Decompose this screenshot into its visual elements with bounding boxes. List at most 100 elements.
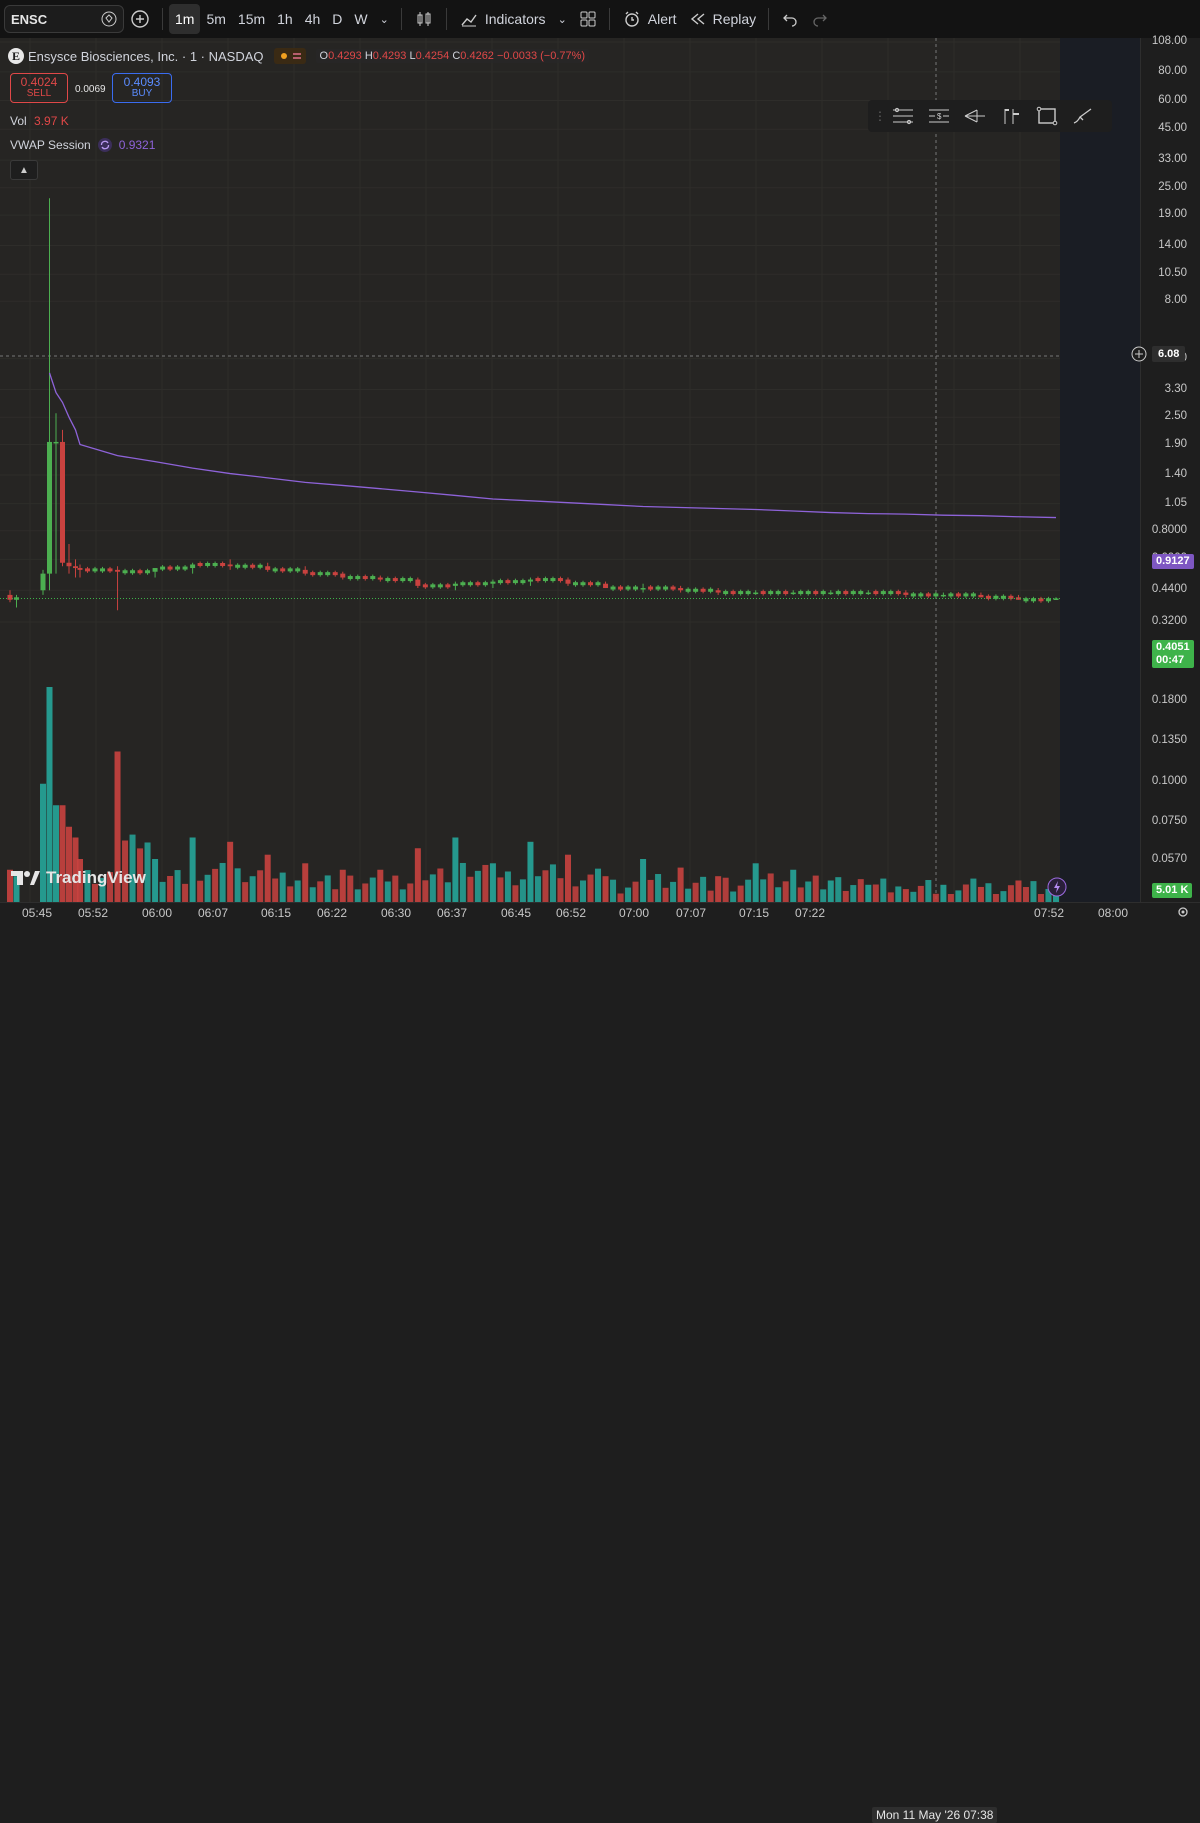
volume-bar: [925, 880, 932, 902]
rectangle-tool[interactable]: [1032, 103, 1062, 129]
volume-bar: [407, 883, 414, 902]
volume-bar: [722, 877, 729, 902]
interval-15m[interactable]: 15m: [237, 11, 266, 27]
sell-button[interactable]: 0.4024 SELL: [10, 73, 68, 103]
tv-logo-icon: [11, 871, 40, 885]
volume-bar: [715, 876, 722, 902]
indicators-button[interactable]: Indicators: [453, 4, 552, 34]
brush-icon: [1073, 108, 1092, 124]
symbol-search[interactable]: ENSC: [4, 5, 124, 33]
candle-body: [66, 562, 72, 567]
volume-legend[interactable]: Vol 3.97 K: [10, 114, 69, 128]
horizontal-line-tool[interactable]: [888, 103, 918, 129]
price-tick-label: 0.1000: [1151, 775, 1187, 788]
brush-tool[interactable]: [1068, 103, 1098, 129]
add-symbol-button[interactable]: [124, 4, 156, 34]
candle-body: [843, 591, 849, 595]
volume-bar: [797, 887, 804, 902]
low-label: L: [409, 50, 416, 62]
volume-bar: [129, 834, 136, 902]
volume-bar: [640, 859, 647, 902]
candle-body: [993, 595, 999, 599]
undo-button[interactable]: [775, 4, 805, 34]
volume-bar: [227, 841, 234, 902]
candle-body: [685, 588, 691, 592]
pitchfork-tool[interactable]: [960, 103, 990, 129]
volume-bar: [1000, 891, 1007, 902]
volume-bar: [467, 876, 474, 902]
settings-gear-icon[interactable]: [1176, 905, 1190, 919]
add-plus-icon[interactable]: [1130, 345, 1148, 363]
time-axis[interactable]: 05:45 05:52 06:00 06:07 06:15 06:22 06:30 06:37…: [0, 902, 1200, 1823]
candle-body: [197, 562, 203, 566]
interval-1m[interactable]: 1m: [169, 4, 201, 34]
volume-bar: [212, 868, 219, 902]
price-tick-label: 108.00: [1151, 35, 1187, 47]
interval-5m[interactable]: 5m: [206, 11, 226, 27]
time-tick-label: 06:37: [437, 906, 468, 920]
volume-bar: [737, 885, 744, 902]
indicators-dropdown[interactable]: ⌄: [552, 4, 573, 34]
buy-button[interactable]: 0.4093 BUY: [112, 73, 172, 103]
plus-circle-icon: [131, 10, 149, 28]
collapse-legend-button[interactable]: ▲: [10, 160, 38, 180]
candle-body: [385, 578, 391, 582]
diamond-icon[interactable]: [101, 11, 117, 27]
candle-body: [130, 570, 136, 574]
last-price: 0.4051: [1156, 641, 1190, 653]
layouts-button[interactable]: [573, 4, 603, 34]
replay-label: Replay: [712, 11, 757, 27]
volume-bar: [309, 887, 316, 902]
candle-body: [47, 441, 52, 574]
vol-label: Vol: [10, 114, 27, 128]
price-tick-label: 0.1350: [1151, 734, 1187, 747]
candle-body: [873, 591, 879, 595]
price-chart[interactable]: [0, 38, 1140, 902]
volume-bar: [429, 874, 436, 902]
candle-body: [655, 586, 661, 590]
volume-bar: [107, 872, 113, 902]
interval-1h[interactable]: 1h: [277, 11, 293, 27]
interval-dropdown[interactable]: ⌄: [374, 4, 395, 34]
tradingview-logo[interactable]: TradingView: [10, 868, 146, 888]
time-tick-label: 07:22: [795, 906, 826, 920]
interval-d[interactable]: D: [332, 11, 343, 27]
refresh-icon[interactable]: [97, 137, 113, 153]
volume-bar: [730, 891, 737, 902]
candle-body: [265, 566, 271, 570]
chart-pane[interactable]: [0, 38, 1140, 902]
replay-button[interactable]: Replay: [683, 4, 763, 34]
price-tick-label: 0.3200: [1151, 615, 1187, 627]
price-range-tool[interactable]: $: [924, 103, 954, 129]
candle-body: [1053, 598, 1059, 601]
volume-bar: [279, 872, 286, 902]
candle-body: [985, 595, 991, 599]
candle-body: [497, 580, 503, 584]
candle-body: [910, 593, 916, 597]
redo-button[interactable]: [805, 4, 835, 34]
symbol-title[interactable]: Ensysce Biosciences, Inc. · 1 · NASDAQ: [28, 48, 264, 64]
drag-handle-icon[interactable]: ⋮: [874, 109, 886, 123]
interval-w[interactable]: W: [354, 11, 368, 27]
vwap-legend[interactable]: VWAP Session 0.9321: [10, 137, 155, 153]
chart-type-button[interactable]: [408, 4, 440, 34]
price-tick-label: 25.00: [1158, 180, 1187, 193]
volume-bar: [84, 870, 91, 902]
alert-button[interactable]: Alert: [616, 4, 683, 34]
time-tick-label: 06:30: [381, 906, 412, 920]
lightning-icon[interactable]: [1046, 876, 1068, 898]
candle-body: [903, 592, 909, 595]
volume-bar: [219, 862, 226, 902]
candle-body: [723, 591, 729, 595]
candle-body: [280, 568, 286, 572]
candle-body: [190, 564, 196, 569]
volume-bar: [887, 892, 894, 902]
candle-body: [490, 581, 496, 584]
candle-body: [167, 566, 173, 570]
flag-tool[interactable]: [996, 103, 1026, 129]
interval-4h[interactable]: 4h: [304, 11, 321, 27]
candle-body: [790, 592, 796, 595]
candle-body: [40, 573, 46, 591]
alarm-clock-icon: [625, 11, 639, 27]
price-scale[interactable]: 108.00 80.00 60.00 45.00 33.00 25.00 19.00 14.0…: [1140, 35, 1200, 902]
